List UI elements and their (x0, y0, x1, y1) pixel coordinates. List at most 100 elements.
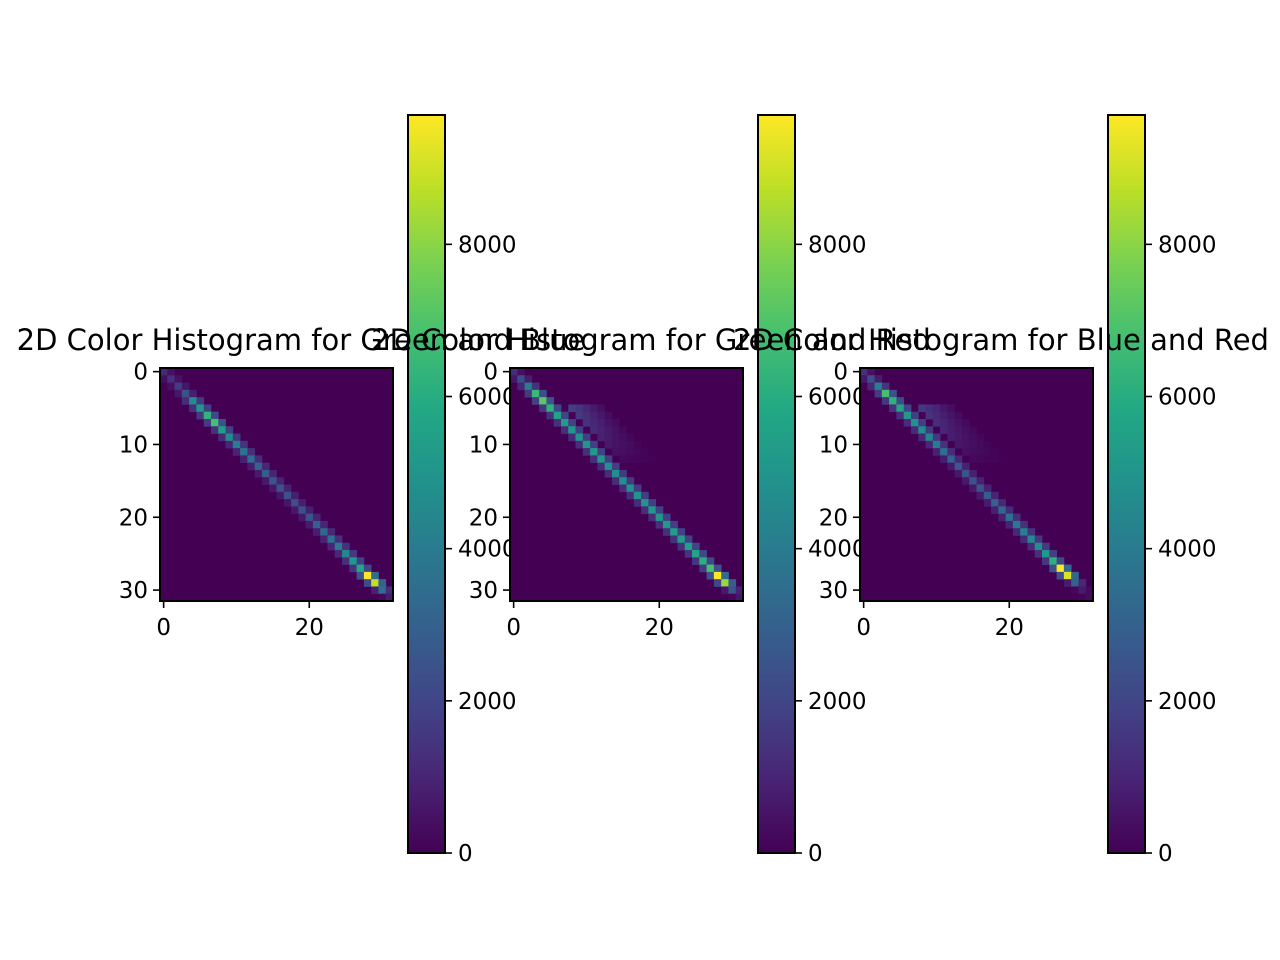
heatmap-cell (225, 440, 234, 449)
heatmap-cell (575, 404, 584, 413)
heatmap-cell (947, 433, 956, 442)
heatmap-cell (174, 375, 183, 383)
heatmap-cell (342, 557, 350, 565)
heatmap-cell (721, 571, 729, 580)
heatmap-cell (940, 404, 948, 413)
heatmap-cell (954, 433, 963, 442)
colorbar-tick-label: 8000 (458, 232, 517, 258)
colorbar-tick-label: 8000 (808, 232, 867, 258)
heatmap-cell (947, 418, 956, 427)
colorbar-tick-label: 0 (808, 841, 823, 867)
heatmap-cell (648, 499, 657, 507)
heatmap-cell (1012, 528, 1021, 536)
heatmap-cell (1034, 542, 1043, 551)
heatmap-cell (1078, 579, 1087, 587)
heatmap-cell (611, 433, 620, 442)
heatmap-cell (947, 426, 956, 434)
x-tick-label: 20 (645, 615, 674, 641)
heatmap-cell (160, 375, 168, 383)
heatmap-cell (582, 411, 591, 420)
heatmap-cell (925, 440, 934, 449)
chart-title: 2D Color Histogram for Green and Blue (17, 323, 586, 357)
histogram-panel-2: 0 20 0 10 20 30 0 2000 4000 6000 8000 (469, 114, 867, 867)
heatmap-cell (356, 557, 365, 565)
heatmap-cell (619, 484, 627, 493)
heatmap-cell (218, 418, 226, 427)
y-tick-label: 0 (833, 360, 848, 386)
heatmap-cell (706, 571, 715, 580)
heatmap-cell (240, 440, 248, 449)
heatmap-cell (210, 418, 219, 427)
heatmap-cell (1027, 535, 1036, 544)
heatmap-cell (291, 506, 299, 515)
heatmap-cell (240, 455, 248, 464)
heatmap-cell (947, 462, 956, 471)
heatmap-cell (298, 499, 307, 507)
heatmap-cell (626, 491, 635, 500)
heatmap-cell (976, 440, 985, 449)
heatmap-cell (699, 564, 707, 573)
heatmap-cell (918, 426, 926, 434)
y-tick-label: 30 (469, 578, 498, 604)
heatmap-cell (575, 411, 584, 420)
chart-title: 2D Color Histogram for Green and Red (371, 323, 931, 357)
heatmap-cell (283, 491, 292, 500)
heatmap-cell (910, 418, 919, 427)
heatmap-cell (568, 404, 576, 413)
y-tick-label: 0 (133, 360, 148, 386)
heatmap-cell (568, 433, 576, 442)
heatmap-cell (641, 448, 649, 456)
heatmap-cell (728, 586, 737, 595)
heatmap-cell (648, 513, 657, 522)
heatmap-cell (1078, 586, 1087, 595)
heatmap-cell (604, 469, 613, 478)
heatmap-cell (889, 404, 897, 413)
heatmap-cell (998, 513, 1007, 522)
heatmap-cell (546, 411, 555, 420)
heatmap-cell (728, 579, 737, 587)
heatmap-cell (327, 542, 336, 551)
colorbar-frame (407, 114, 446, 854)
heatmap-cell (969, 440, 977, 449)
heatmap-cell (269, 477, 277, 485)
heatmap-cell (590, 455, 598, 464)
heatmap-cell (291, 491, 299, 500)
axes-frame (159, 367, 394, 602)
heatmap-cell (611, 418, 620, 427)
heatmap-cell (604, 418, 613, 427)
heatmap-cell (1042, 557, 1050, 565)
heatmap-cell (684, 535, 693, 544)
heatmap-cell (619, 426, 627, 434)
heatmap-cell (626, 448, 635, 456)
heatmap-cell (1042, 550, 1050, 558)
heatmap-cell (510, 368, 518, 376)
heatmap-cell (378, 579, 387, 587)
heatmap-cell (590, 440, 598, 449)
heatmap-cell (517, 382, 525, 391)
heatmap-cell (1012, 520, 1021, 529)
heatmap-cell (553, 404, 562, 413)
heatmap-cell (626, 440, 635, 449)
heatmap-cell (633, 484, 642, 493)
heatmap-cell (991, 455, 999, 464)
heatmap-cell (510, 375, 518, 383)
heatmap-cell (867, 368, 875, 376)
heatmap-cell (954, 411, 963, 420)
heatmap-cell (940, 455, 948, 464)
heatmap-cell (291, 499, 299, 507)
heatmap-cell (677, 528, 686, 536)
heatmap-cell (539, 389, 547, 398)
y-tick-label: 0 (483, 360, 498, 386)
colorbar-tick-label: 6000 (1158, 385, 1217, 411)
heatmap-cell (619, 448, 627, 456)
x-tick-label: 20 (995, 615, 1024, 641)
heatmap-cell (961, 477, 970, 485)
heatmap-cell (1056, 557, 1065, 565)
heatmap-cell (298, 506, 307, 515)
heatmap-cell (276, 477, 285, 485)
heatmap-cell (947, 404, 956, 413)
heatmap-cell (1034, 550, 1043, 558)
heatmap-cell (976, 491, 985, 500)
heatmap-cell (896, 404, 905, 413)
heatmap-cell (181, 397, 190, 405)
